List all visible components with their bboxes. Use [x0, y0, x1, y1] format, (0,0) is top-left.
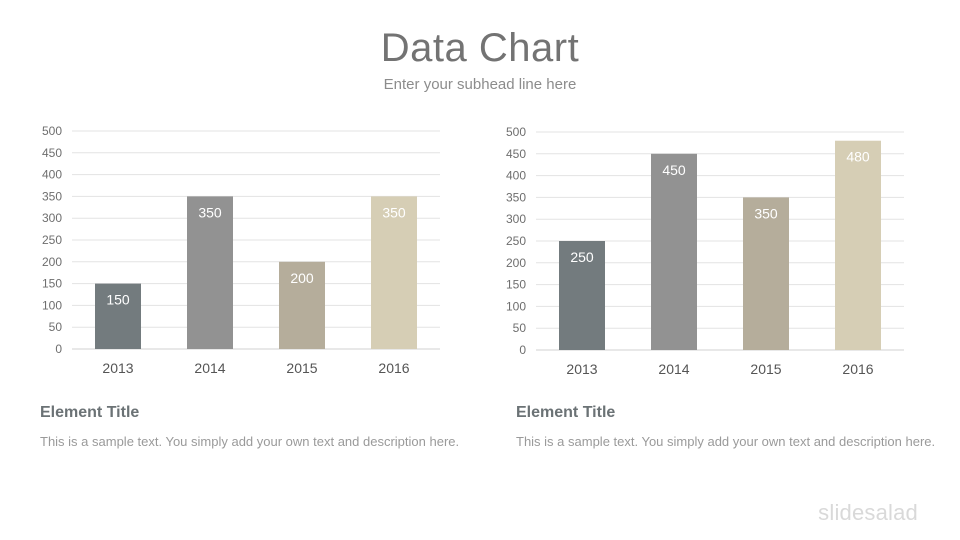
y-tick-label: 450	[506, 147, 526, 161]
element-description: This is a sample text. You simply add yo…	[516, 434, 936, 449]
x-category-label: 2013	[102, 360, 133, 376]
y-tick-label: 50	[49, 320, 63, 334]
y-tick-label: 400	[42, 168, 62, 182]
x-category-label: 2015	[750, 361, 781, 377]
y-tick-label: 0	[55, 342, 62, 356]
x-category-label: 2016	[378, 360, 409, 376]
page-title: Data Chart	[380, 26, 580, 70]
y-tick-label: 250	[42, 233, 62, 247]
bar-2015	[279, 261, 325, 349]
bar-2014	[651, 153, 697, 350]
x-category-label: 2014	[194, 360, 225, 376]
y-tick-label: 100	[506, 299, 526, 313]
data-label: 350	[198, 204, 222, 220]
bar-2013	[95, 283, 141, 349]
bar-2016	[835, 140, 881, 350]
y-tick-label: 450	[42, 146, 62, 160]
element-description: This is a sample text. You simply add yo…	[40, 434, 460, 449]
x-category-label: 2013	[566, 361, 597, 377]
x-category-label: 2014	[658, 361, 689, 377]
bar-2013	[559, 241, 605, 350]
bar-chart-left: 0 50 100 150 200 250 300 350 400 450 500 150 2013 350…	[30, 122, 450, 387]
element-title: Element Title	[516, 404, 616, 421]
y-tick-label: 350	[42, 189, 62, 203]
data-label: 200	[290, 270, 314, 286]
y-tick-label: 300	[42, 211, 62, 225]
y-tick-label: 150	[42, 277, 62, 291]
y-tick-label: 150	[506, 278, 526, 292]
y-tick-label: 250	[506, 234, 526, 248]
y-tick-label: 400	[506, 169, 526, 183]
y-tick-label: 500	[42, 124, 62, 138]
data-label: 480	[846, 149, 870, 165]
element-block-left: Element Title This is a sample text. You…	[40, 404, 460, 454]
y-tick-label: 100	[42, 298, 62, 312]
bar-chart-right: 0 50 100 150 200 250 300 350 400 450 500 250 2013 450…	[494, 123, 914, 388]
bar-2014	[187, 196, 233, 349]
data-label: 350	[754, 205, 778, 221]
y-tick-label: 350	[506, 190, 526, 204]
element-title: Element Title	[40, 404, 140, 421]
y-tick-label: 200	[506, 256, 526, 270]
bar-chart-right-svg: 0 50 100 150 200 250 300 350 400 450 500 250 2013 450…	[506, 125, 904, 377]
x-category-label: 2015	[286, 360, 317, 376]
x-category-label: 2016	[842, 361, 873, 377]
y-tick-label: 200	[42, 255, 62, 269]
bar-2015	[743, 197, 789, 350]
y-tick-label: 50	[513, 321, 527, 335]
data-label: 150	[106, 292, 130, 308]
bar-2016	[371, 196, 417, 349]
data-label: 250	[570, 249, 594, 265]
data-label: 450	[662, 162, 686, 178]
y-tick-label: 0	[519, 343, 526, 357]
slidesalad-logo: slidesalad	[818, 500, 918, 525]
element-block-right: Element Title This is a sample text. You…	[516, 404, 936, 454]
y-tick-label: 500	[506, 125, 526, 139]
data-label: 350	[382, 204, 406, 220]
y-tick-label: 300	[506, 212, 526, 226]
bar-chart-left-svg: 0 50 100 150 200 250 300 350 400 450 500 150 2013 350…	[42, 124, 440, 376]
page-subtitle: Enter your subhead line here	[383, 76, 577, 93]
